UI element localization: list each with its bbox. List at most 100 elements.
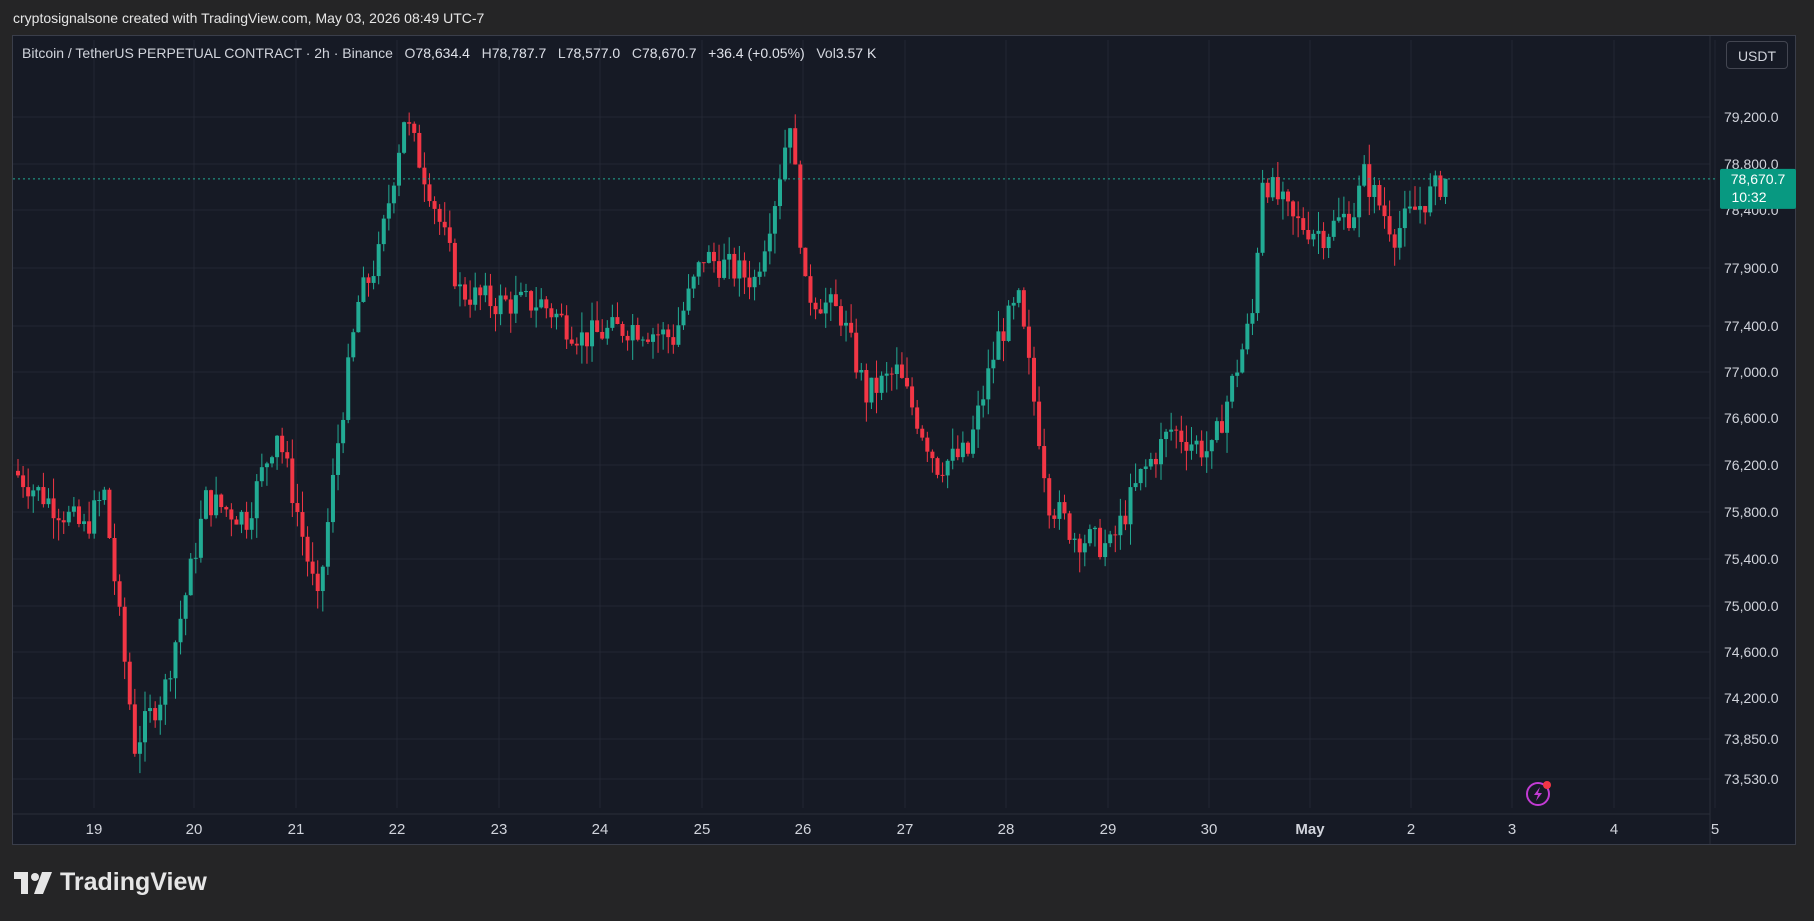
candle-down [808,276,813,303]
candle-up [737,260,742,279]
candle-up [82,521,87,524]
candle-up [1357,185,1362,218]
price-axis: 73,530.0 73,850.0 74,200.0 74,600.0 75,000.0… [1724,109,1779,787]
candle-up [879,375,884,393]
bolt-icon [1526,781,1551,806]
candle-down [925,437,930,452]
candle-down [635,325,640,340]
candle-down [280,435,285,453]
candle-down [656,334,661,336]
candle-down [1219,421,1224,433]
symbol-title[interactable]: Bitcoin / TetherUS PERPETUAL CONTRACT · … [22,45,393,61]
tradingview-logo-icon [14,871,52,894]
candle-down [544,299,549,309]
candle-up [92,500,97,534]
candle-up [1255,252,1260,314]
candle-down [930,451,935,459]
candle-down [1067,513,1072,540]
time-tick-label: 27 [897,821,914,838]
candle-down [87,521,92,534]
candle-down [427,184,432,202]
candle-down [910,386,915,408]
candle-down [615,317,620,325]
candle-up [325,522,330,567]
candle-down [645,339,650,342]
candle-up [1133,483,1138,488]
time-tick-label: 30 [1201,821,1218,838]
candle-down [1423,206,1428,213]
candle-up [1087,529,1092,544]
candle-down [595,320,600,332]
time-tick-label: 5 [1711,821,1719,838]
candle-up [1235,372,1240,376]
candle-down [1179,430,1184,442]
candle-up [681,310,686,326]
candle-down [290,458,295,504]
candle-up [249,518,254,530]
price-tag-countdown: 10:32 [1731,189,1766,205]
chart-panel[interactable] [12,35,1796,845]
candle-down [717,261,722,278]
candle-up [1011,302,1016,306]
candle-down [1021,290,1026,327]
candle-up [1189,444,1194,451]
candle-up [1143,466,1148,469]
candle-up [859,370,864,373]
candle-down [437,208,442,222]
candle-up [178,618,183,643]
candle-down [620,324,625,336]
candle-up [193,557,198,559]
candle-down [849,322,854,333]
candle-up [1397,228,1402,248]
candle-up [275,435,280,458]
candle-up [1418,206,1423,210]
candle-down [1026,326,1031,358]
candle-up [752,276,757,288]
close-label: C [631,45,642,61]
candle-up [950,448,955,461]
candle-up [498,295,503,315]
candle-up [270,457,274,464]
price-tick-label: 75,000.0 [1724,598,1779,614]
candle-down [366,277,371,283]
candle-up [1225,401,1230,433]
candle-up [844,322,849,326]
candle-up [976,405,981,430]
candle-down [1037,401,1042,447]
candle-up [376,244,381,277]
price-tag-price: 78,670.7 [1731,171,1786,187]
candle-down [1123,515,1128,525]
candle-up [1240,349,1245,373]
candle-up [1372,184,1377,197]
candle-up [783,147,788,180]
volume-value: 3.57 K [835,45,877,61]
candle-down [920,428,925,438]
candle-down [315,573,320,592]
candle-up [330,474,335,523]
candle-up [163,679,168,705]
candle-up [762,251,767,272]
candle-up [483,285,488,296]
price-tick-label: 77,000.0 [1724,364,1779,380]
candle-up [203,490,208,519]
time-axis: 19 20 21 22 23 24 25 26 27 28 29 30 May 2 3 4 5 [86,821,1720,838]
candle-up [706,251,711,263]
candle-up [1443,178,1448,197]
candle-down [508,299,513,314]
candle-down [244,511,249,530]
candle-up [1214,421,1219,441]
time-tick-label: 20 [186,821,203,838]
candle-up [143,711,147,743]
candle-down [478,287,483,296]
candle-up [1326,236,1331,249]
candle-up [1006,305,1011,341]
candle-down [132,704,137,754]
candle-down [26,487,31,497]
candle-down [1052,515,1057,519]
candle-down [889,373,894,375]
currency-button[interactable]: USDT [1726,41,1788,69]
candle-down [574,343,579,346]
candle-up [1352,217,1357,229]
candle-down [1199,440,1204,458]
